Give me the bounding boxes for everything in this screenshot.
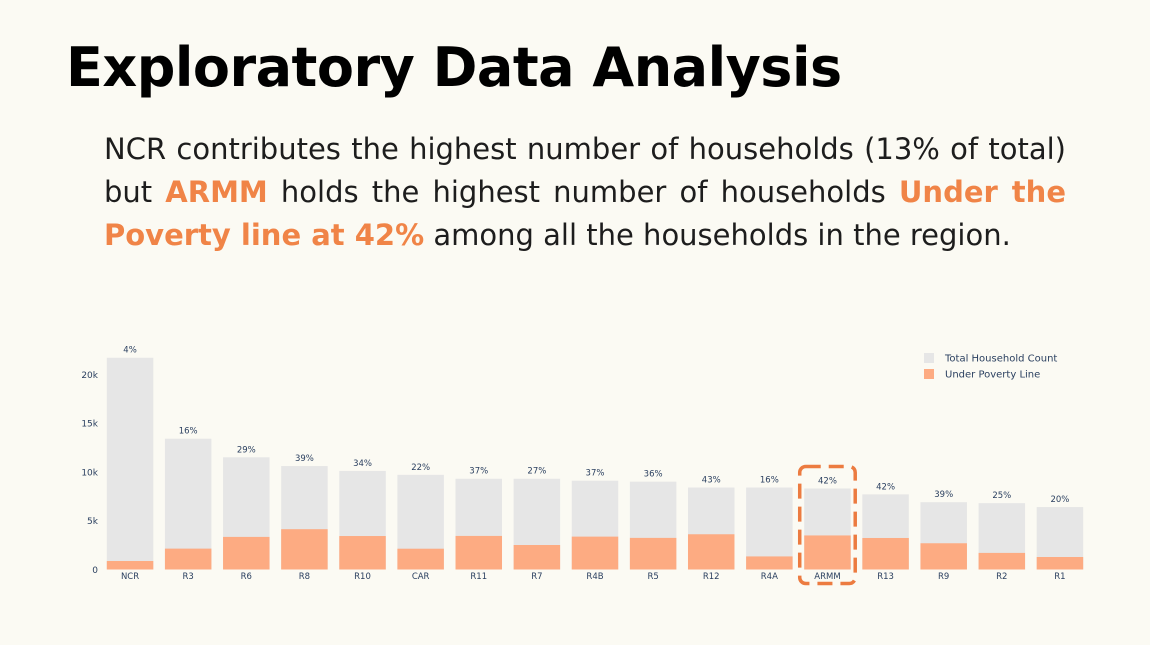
highlight-box: [797, 464, 857, 586]
bar-label-r8: 39%: [295, 454, 314, 464]
x-tick-label-r4a: R4A: [761, 572, 778, 582]
y-tick-label: 5k: [87, 517, 99, 527]
x-tick-label-r3: R3: [183, 572, 194, 582]
household-poverty-bar-chart: 0 5k 10k 15k 20k 4% 16% 29% 39% 34% 22% 37% 27% 37% 3…: [81, 346, 1084, 586]
bar-poverty-r1: [1036, 557, 1084, 570]
x-tick-label-r12: R12: [703, 572, 720, 582]
x-tick-label-r9: R9: [938, 572, 949, 582]
bar-label-r4b: 37%: [586, 469, 605, 479]
bar-poverty-car: [397, 548, 444, 570]
bar-poverty-r6: [223, 536, 270, 570]
highlight-box-armm: [797, 464, 857, 586]
bar-label-r5: 36%: [644, 470, 663, 480]
bar-poverty-r13: [862, 537, 909, 570]
legend-swatch-total-household-count: [924, 353, 934, 363]
bar-label-car: 22%: [411, 463, 430, 473]
bar-total-r4a: [746, 487, 793, 570]
bar-poverty-r11: [455, 535, 503, 570]
bar-label-r4a: 16%: [760, 476, 779, 486]
bar-label-r12: 43%: [702, 476, 721, 486]
bar-poverty-r9: [920, 543, 967, 570]
x-tick-label-r5: R5: [647, 572, 658, 582]
legend: Total Household Count Under Poverty Line: [924, 353, 1057, 381]
x-tick-label-r8: R8: [299, 572, 310, 582]
y-axis: 0 5k 10k 15k 20k: [81, 371, 98, 576]
x-tick-label-ncr: NCR: [121, 572, 139, 582]
y-tick-label: 10k: [81, 468, 98, 478]
bar-total-ncr: [106, 357, 154, 570]
bar-poverty-r4b: [571, 536, 619, 570]
page-title: Exploratory Data Analysis: [66, 36, 842, 99]
bar-label-r1: 20%: [1050, 495, 1069, 505]
legend-label-total-household-count: Total Household Count: [944, 354, 1057, 365]
bar-percent-labels: 4% 16% 29% 39% 34% 22% 37% 27% 37% 36% 43% 16% 42% 42…: [123, 346, 1069, 505]
legend-swatch-under-poverty-line: [924, 369, 934, 379]
bar-label-r7: 27%: [527, 467, 546, 477]
x-tick-label-r6: R6: [241, 572, 252, 582]
bar-poverty-r7: [513, 545, 561, 570]
bar-label-r2: 25%: [992, 491, 1011, 501]
bar-total-r3: [164, 438, 212, 570]
bar-poverty-r3: [164, 548, 212, 570]
x-tick-label-r13: R13: [877, 572, 894, 582]
bar-label-ncr: 4%: [123, 346, 137, 356]
bar-label-r13: 42%: [876, 482, 895, 492]
bar-poverty-armm: [804, 535, 851, 570]
bar-label-r3: 16%: [179, 427, 198, 437]
series-under-poverty-line: [106, 529, 1084, 570]
x-tick-label-car: CAR: [412, 572, 430, 582]
x-tick-label-r10: R10: [354, 572, 371, 582]
bar-poverty-r2: [978, 552, 1026, 570]
bar-label-r11: 37%: [469, 467, 488, 477]
bar-label-r6: 29%: [237, 445, 256, 455]
bar-poverty-ncr: [106, 561, 154, 570]
x-tick-label-r1: R1: [1054, 572, 1065, 582]
x-tick-label-r2: R2: [996, 572, 1007, 582]
x-axis: NCR R3 R6 R8 R10 CAR R11 R7 R4B R5 R12 R4A ARMM R13 R9…: [121, 572, 1066, 582]
x-tick-label-r11: R11: [470, 572, 487, 582]
y-tick-label: 20k: [81, 371, 98, 381]
x-tick-label-r7: R7: [531, 572, 542, 582]
bar-poverty-r5: [629, 537, 677, 570]
x-tick-label-r4b: R4B: [586, 572, 603, 582]
bar-label-armm: 42%: [818, 477, 837, 487]
summary-paragraph: NCR contributes the highest number of ho…: [104, 128, 1066, 257]
summary-text-3: among all the households in the region.: [424, 218, 1011, 252]
x-tick-label-armm: ARMM: [814, 572, 840, 582]
bar-poverty-r12: [687, 534, 735, 570]
bar-poverty-r10: [339, 536, 386, 570]
bar-poverty-r4a: [746, 556, 793, 570]
summary-text-1: NCR contributes the highest number of ho…: [104, 132, 1066, 209]
summary-text-2: holds the highest number of households: [267, 175, 899, 209]
highlight-armm: ARMM: [165, 175, 268, 209]
y-tick-label: 0: [92, 566, 98, 576]
legend-label-under-poverty-line: Under Poverty Line: [945, 370, 1040, 381]
bar-label-r10: 34%: [353, 459, 372, 469]
highlight-poverty-line: Under the Poverty line at 42%: [104, 175, 1066, 252]
bar-poverty-r8: [281, 529, 328, 570]
y-tick-label: 15k: [81, 420, 98, 430]
bar-label-r9: 39%: [934, 490, 953, 500]
